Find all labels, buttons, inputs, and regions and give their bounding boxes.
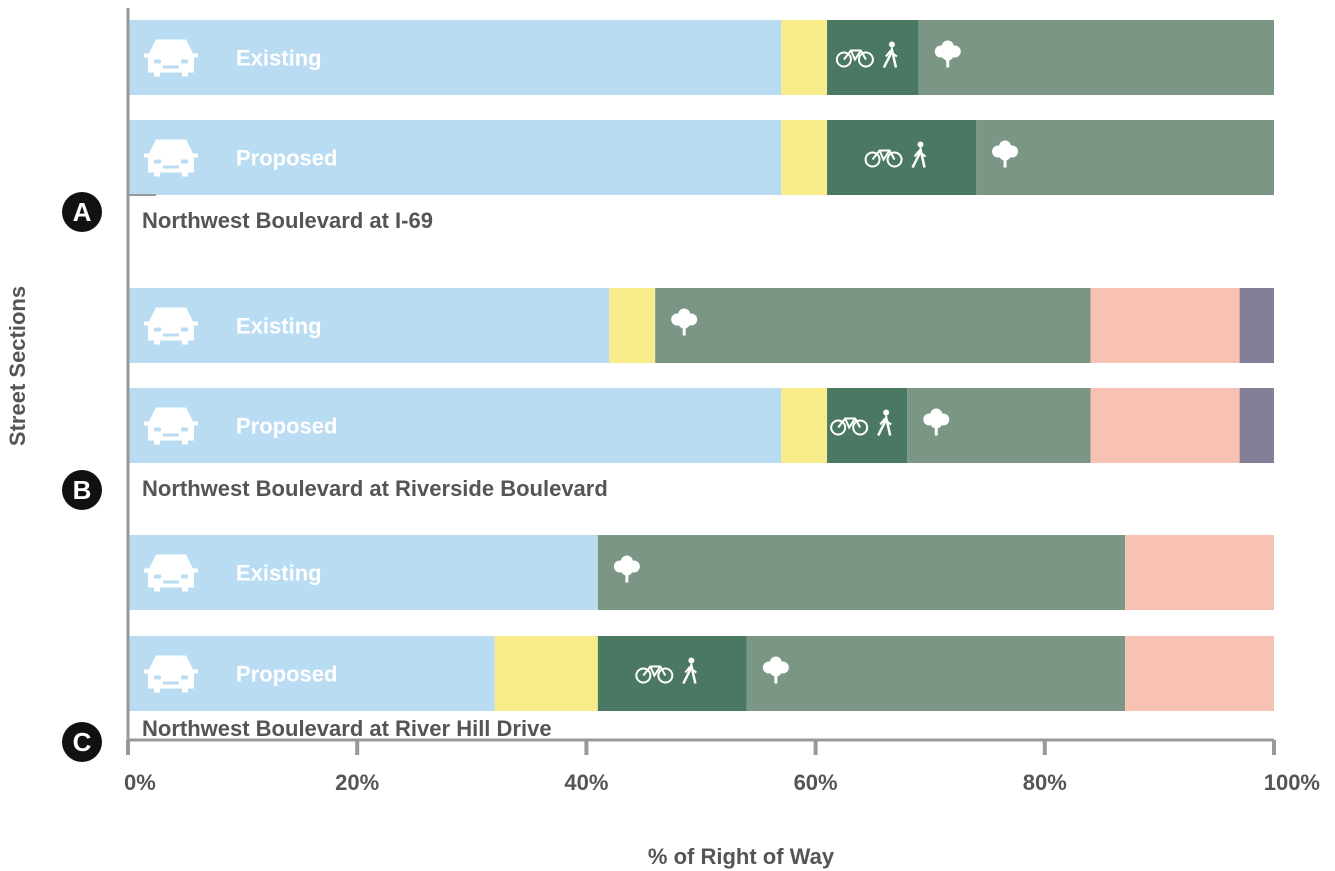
car-icon [144,407,198,445]
bars-layer: Existing Proposed Existing Proposed Existing… [128,20,1274,711]
pedestrian-icon [882,41,898,69]
section-badge-letter: A [73,197,92,227]
bar-segment-vehicle [128,20,782,95]
x-axis-title: % of Right of Way [648,844,835,869]
bar-row-a-proposed: Proposed [128,120,1274,195]
section-badge-b: B [62,470,102,510]
bar-segment-landscape [976,120,1274,195]
bar-segment-salmon [1090,288,1240,363]
bicycle-icon [830,417,869,436]
x-tick-label: 20% [335,770,379,795]
bar-row-label: Proposed [236,146,337,171]
section-title-a: Northwest Boulevard at I-69 [142,208,433,233]
bar-segment-vehicle [128,388,782,463]
tree-icon [613,555,640,583]
bar-segment-median [781,20,828,95]
bar-segment-salmon [1125,535,1274,610]
bar-row-label: Existing [236,314,322,339]
bar-segment-landscape [655,288,1091,363]
bicycle-icon [835,49,874,68]
x-tick-label: 60% [794,770,838,795]
tree-icon [923,408,950,436]
bar-row-c-proposed: Proposed [128,636,1274,711]
pedestrian-icon [911,141,927,169]
bar-row-label: Existing [236,561,322,586]
y-axis-title: Street Sections [5,286,30,446]
car-icon [144,139,198,177]
section-badge-letter: B [73,475,92,505]
bar-row-b-existing: Existing [128,288,1274,363]
section-title-c: Northwest Boulevard at River Hill Drive [142,716,552,741]
bar-segment-vehicle [128,120,782,195]
bar-row-label: Proposed [236,662,337,687]
bar-segment-vehicle [128,535,598,610]
x-tick-label: 100% [1264,770,1320,795]
bar-row-b-proposed: Proposed [128,388,1274,463]
tree-icon [992,140,1019,168]
x-tick-label: 80% [1023,770,1067,795]
tree-icon [671,308,698,336]
section-badge-a: A [62,192,102,232]
bar-segment-median [609,288,656,363]
car-icon [144,307,198,345]
bar-row-label: Proposed [236,414,337,439]
pedestrian-icon [682,657,697,685]
bar-segment-salmon [1090,388,1240,463]
bar-row-label: Existing [236,46,322,71]
tree-icon [762,656,789,684]
ticks-layer: 0% 20% 40% 60% 80% 100% [124,740,1320,795]
axis-layer [126,8,1274,742]
tree-icon [934,40,961,68]
bar-segment-purple [1239,288,1274,363]
bar-row-c-existing: Existing [128,535,1274,610]
bicycle-icon [635,665,674,684]
bicycle-icon [864,149,903,168]
x-tick-label: 0% [124,770,156,795]
section-badge-c: C [62,722,102,762]
car-icon [144,554,198,592]
x-tick-label: 40% [564,770,608,795]
pedestrian-icon [877,409,892,437]
section-badge-letter: C [73,727,92,757]
bar-row-a-existing: Existing [128,20,1274,95]
bar-segment-vehicle [128,288,610,363]
bar-segment-median [494,636,598,711]
bar-segment-median [781,388,828,463]
bar-segment-landscape [597,535,1126,610]
bar-segment-landscape [918,20,1274,95]
titles-layer: Northwest Boulevard at I-69 A Northwest Bo… [62,192,608,762]
bar-segment-purple [1239,388,1274,463]
car-icon [144,655,198,693]
bar-segment-salmon [1125,636,1274,711]
bar-segment-median [781,120,828,195]
bar-segment-landscape [746,636,1126,711]
car-icon [144,39,198,77]
section-title-b: Northwest Boulevard at Riverside Bouleva… [142,476,608,501]
